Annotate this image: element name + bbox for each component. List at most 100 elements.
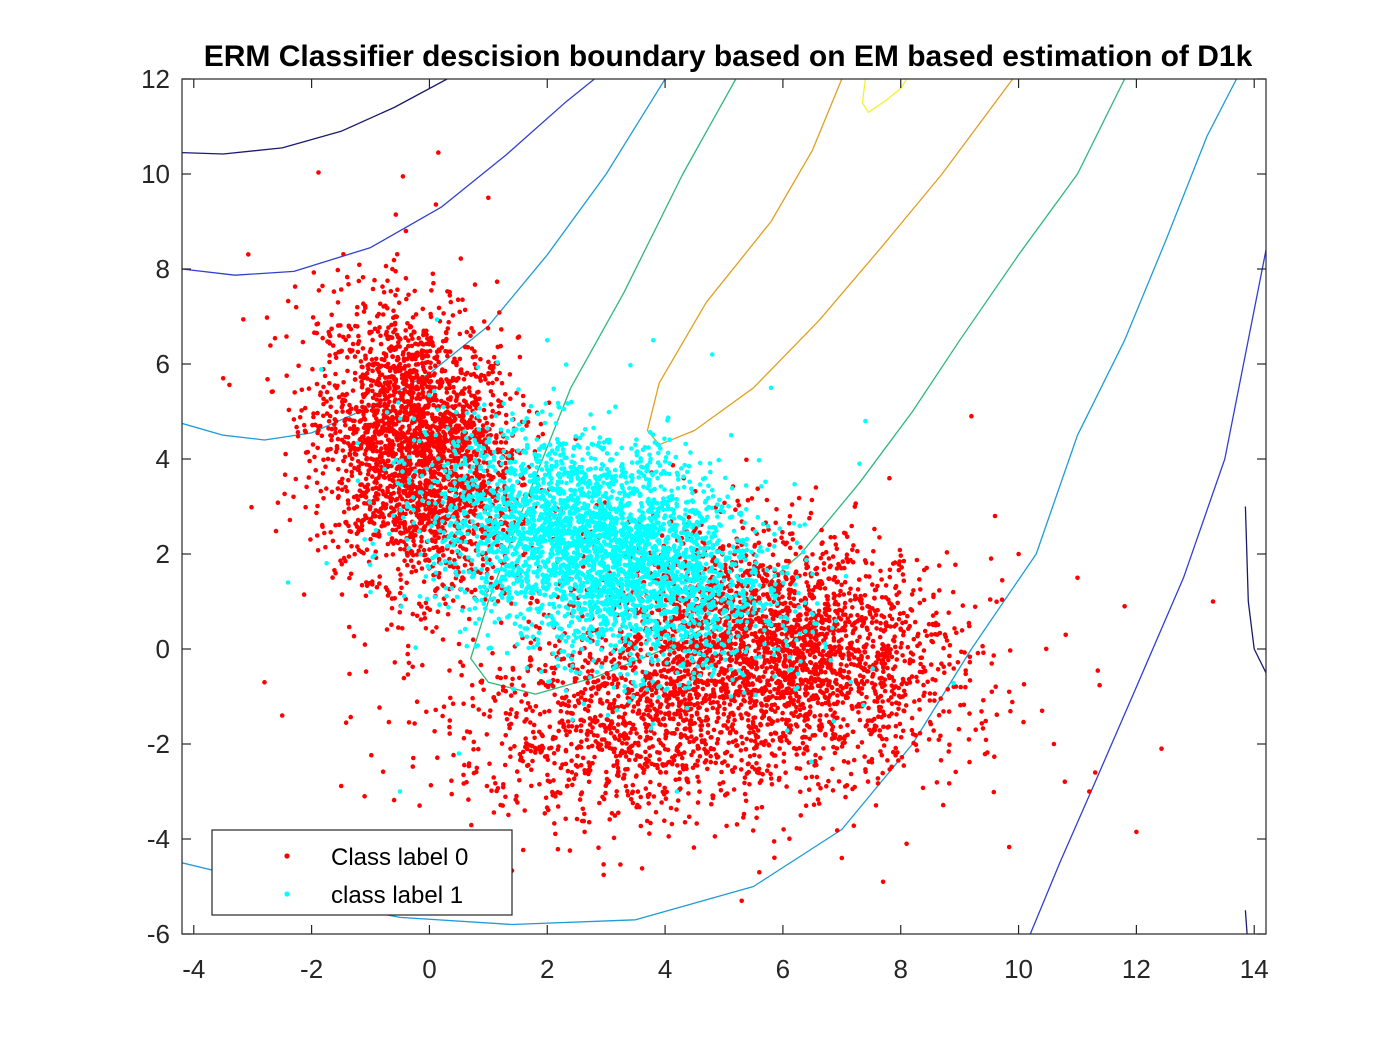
scatter-point-class-0: [384, 395, 389, 401]
scatter-point-class-0: [327, 381, 332, 386]
scatter-point-class-0: [846, 619, 852, 625]
scatter-point-class-0: [966, 737, 972, 742]
scatter-point-class-0: [958, 684, 963, 690]
scatter-point-class-0: [434, 349, 440, 355]
scatter-point-class-0: [838, 724, 843, 729]
scatter-point-class-0: [440, 525, 445, 530]
scatter-point-class-0: [397, 502, 402, 507]
scatter-point-class-0: [484, 420, 490, 426]
scatter-point-class-0: [833, 542, 839, 547]
scatter-point-class-0: [834, 701, 839, 707]
scatter-point-class-0: [318, 488, 324, 494]
scatter-point-class-0: [338, 558, 343, 563]
scatter-point-class-0: [794, 765, 800, 771]
scatter-point-class-0: [783, 575, 789, 581]
scatter-point-class-0: [765, 722, 770, 727]
scatter-point-class-0: [889, 711, 894, 716]
scatter-point-class-0: [793, 709, 798, 714]
scatter-point-class-0: [324, 486, 329, 491]
scatter-point-class-0: [402, 405, 408, 411]
scatter-point-class-0: [268, 343, 273, 348]
scatter-point-class-0: [418, 449, 424, 454]
scatter-point-class-0: [846, 669, 852, 675]
scatter-point-class-0: [370, 448, 376, 454]
scatter-point-class-0: [790, 537, 796, 542]
scatter-point-class-0: [988, 556, 994, 561]
scatter-point-class-0: [1008, 708, 1013, 714]
scatter-point-class-0: [886, 673, 892, 678]
scatter-point-class-0: [447, 418, 453, 423]
scatter-point-class-0: [303, 504, 308, 510]
scatter-point-class-0: [410, 535, 416, 540]
scatter-point-class-0: [342, 454, 348, 460]
scatter-point-class-0: [391, 432, 397, 437]
scatter-point-class-0: [767, 689, 773, 695]
scatter-point-class-0: [455, 435, 461, 441]
scatter-point-class-0: [339, 480, 345, 486]
scatter-point-class-0: [389, 596, 395, 601]
scatter-point-class-0: [851, 757, 857, 763]
scatter-point-class-0: [295, 430, 301, 435]
scatter-point-class-0: [319, 522, 325, 528]
scatter-point-class-0: [420, 389, 426, 395]
scatter-point-class-0: [462, 307, 468, 313]
scatter-point-class-0: [479, 439, 485, 445]
scatter-point-class-0: [722, 500, 727, 506]
scatter-point-class-0: [355, 544, 360, 549]
scatter-point-class-0: [935, 667, 941, 672]
scatter-point-class-0: [741, 697, 746, 703]
scatter-point-class-0: [863, 724, 869, 729]
scatter-point-class-0: [321, 384, 326, 390]
scatter-point-class-0: [377, 363, 383, 369]
scatter-point-class-0: [365, 487, 371, 493]
scatter-point-class-0: [407, 442, 413, 448]
scatter-point-class-0: [872, 608, 878, 614]
scatter-point-class-0: [311, 414, 316, 420]
scatter-point-class-0: [818, 713, 823, 718]
scatter-point-class-0: [838, 588, 843, 594]
scatter-point-class-0: [308, 537, 313, 542]
scatter-point-class-0: [716, 715, 721, 721]
scatter-point-class-0: [776, 638, 782, 644]
scatter-point-class-0: [443, 601, 448, 607]
scatter-point-class-0: [789, 628, 795, 633]
scatter-point-class-0: [380, 312, 386, 317]
scatter-point-class-0: [423, 484, 429, 490]
scatter-point-class-0: [383, 585, 389, 590]
scatter-point-class-0: [377, 325, 382, 330]
scatter-point-class-0: [488, 402, 494, 407]
scatter-point-class-0: [305, 449, 311, 455]
scatter-point-class-0: [877, 634, 883, 640]
scatter-point-class-0: [357, 262, 362, 268]
scatter-point-class-0: [455, 565, 461, 570]
scatter-point-class-0: [429, 537, 435, 542]
scatter-point-class-0: [727, 645, 733, 650]
scatter-point-class-0: [440, 637, 446, 642]
scatter-point-class-0: [842, 784, 848, 789]
scatter-point-class-0: [348, 571, 354, 577]
scatter-point-class-0: [439, 345, 445, 350]
scatter-point-class-0: [496, 398, 501, 403]
contour-line-4: [1029, 249, 1266, 934]
scatter-point-class-0: [360, 364, 365, 370]
scatter-point-class-0: [875, 650, 880, 655]
scatter-point-class-0: [686, 515, 692, 520]
scatter-point-class-0: [366, 422, 371, 428]
scatter-point-class-0: [284, 334, 289, 339]
scatter-point-class-0: [314, 330, 320, 336]
scatter-point-class-0: [387, 399, 392, 405]
scatter-point-class-0: [756, 595, 762, 600]
scatter-point-class-0: [891, 691, 897, 697]
scatter-point-class-0: [388, 499, 394, 504]
scatter-point-class-0: [501, 527, 506, 533]
scatter-point-class-0: [417, 422, 423, 428]
scatter-point-class-0: [826, 699, 831, 704]
scatter-point-class-0: [749, 496, 755, 501]
scatter-point-class-0: [377, 514, 382, 520]
scatter-point-class-0: [406, 351, 412, 357]
scatter-point-class-0: [524, 423, 529, 428]
scatter-point-class-0: [555, 678, 560, 684]
scatter-point-class-0: [427, 488, 433, 494]
scatter-point-class-0: [719, 633, 725, 639]
